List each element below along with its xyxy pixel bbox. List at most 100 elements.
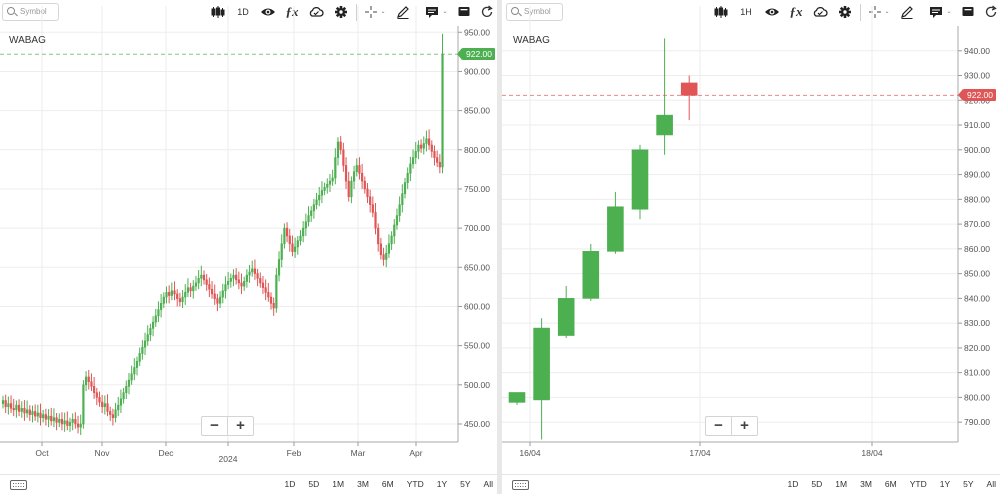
candle-body [318, 194, 321, 201]
cloud-save-icon[interactable] [812, 4, 828, 20]
candle-body [342, 149, 345, 166]
candlestick-icon[interactable] [211, 4, 225, 20]
interval-selector[interactable]: 1H [740, 7, 752, 17]
candle [508, 392, 526, 405]
candle [256, 268, 259, 287]
range-button-6m[interactable]: 6M [884, 479, 897, 489]
chevron-down-icon[interactable]: ⌄ [884, 9, 890, 15]
panel-divider[interactable] [497, 0, 502, 494]
range-button-ytd[interactable]: YTD [406, 479, 424, 489]
range-button-1y[interactable]: 1Y [939, 479, 951, 489]
candlestick-chart-hourly[interactable]: 790.00 800.00 810.00 820.00 830.00 840.00 850.… [502, 6, 1000, 474]
candle-body [656, 114, 673, 136]
range-button-1m[interactable]: 1M [835, 479, 848, 489]
candle-body [267, 292, 270, 298]
candle [151, 316, 155, 337]
indicators-fx-icon[interactable]: ƒx [789, 4, 803, 19]
candle [366, 183, 369, 204]
candle [414, 141, 417, 164]
candle-body [98, 397, 101, 403]
y-tick-label: 800.00 [464, 145, 490, 155]
range-button-3m[interactable]: 3M [357, 479, 369, 489]
y-tick-label: 930.00 [964, 71, 990, 81]
keyboard-icon[interactable] [512, 480, 529, 490]
candlestick-icon[interactable] [714, 4, 728, 20]
symbol-search-input[interactable]: Symbol [506, 3, 563, 21]
range-button-all[interactable]: All [986, 479, 996, 489]
range-button-all[interactable]: All [483, 479, 493, 489]
candle [261, 275, 265, 294]
search-icon [7, 7, 15, 15]
zoom-out-button[interactable]: − [706, 417, 732, 435]
candle [101, 394, 104, 414]
candle [312, 198, 315, 219]
range-button-5d[interactable]: 5D [308, 479, 320, 489]
range-button-5y[interactable]: 5Y [963, 479, 974, 489]
zoom-in-button[interactable]: + [236, 417, 245, 434]
y-tick-label: 900.00 [964, 145, 990, 155]
refresh-icon[interactable] [480, 4, 494, 20]
candlestick-chart-daily[interactable]: 450.00 500.00 550.00 600.00 650.00 700.00 750.… [0, 6, 497, 474]
candle [149, 323, 152, 341]
candle-body [101, 401, 104, 408]
range-button-5d[interactable]: 5D [811, 479, 823, 489]
eye-icon[interactable] [260, 4, 276, 20]
range-button-1d[interactable]: 1D [284, 479, 296, 489]
chart-symbol-title: WABAG [513, 35, 550, 46]
candle-body [307, 215, 310, 223]
candle [39, 403, 42, 426]
gear-icon[interactable] [838, 4, 852, 20]
candle [377, 223, 380, 252]
candle [411, 149, 415, 169]
interval-selector[interactable]: 1D [237, 7, 249, 17]
fullscreen-icon[interactable] [457, 4, 471, 20]
zoom-out-button[interactable]: − [202, 417, 228, 435]
candle-body [192, 285, 195, 292]
range-button-1m[interactable]: 1M [332, 479, 345, 489]
candle [31, 405, 34, 423]
candle-body [149, 328, 152, 335]
cloud-save-icon[interactable] [308, 4, 324, 20]
candle [237, 271, 240, 290]
range-button-6m[interactable]: 6M [381, 479, 394, 489]
fullscreen-icon[interactable] [961, 4, 975, 20]
indicators-fx-icon[interactable]: ƒx [285, 4, 299, 19]
pencil-draw-icon[interactable] [396, 4, 410, 20]
candle-body [28, 409, 31, 415]
candle [55, 413, 58, 431]
eye-icon[interactable] [764, 4, 780, 20]
comment-icon[interactable] [425, 4, 439, 20]
candle-body [117, 404, 120, 411]
range-button-1y[interactable]: 1Y [436, 479, 448, 489]
range-button-3m[interactable]: 3M [860, 479, 872, 489]
chevron-down-icon[interactable]: ⌄ [946, 9, 952, 15]
candle [387, 234, 391, 258]
symbol-search-input[interactable]: Symbol [2, 3, 59, 21]
crosshair-icon[interactable] [364, 4, 378, 20]
crosshair-icon[interactable] [868, 4, 882, 20]
candle [433, 145, 436, 166]
zoom-in-button[interactable]: + [740, 417, 749, 434]
range-button-ytd[interactable]: YTD [909, 479, 927, 489]
candle [371, 196, 374, 218]
refresh-icon[interactable] [984, 4, 998, 20]
y-tick-label: 860.00 [964, 244, 990, 254]
chart-canvas-right[interactable]: 790.00 800.00 810.00 820.00 830.00 840.00 850.… [502, 6, 1000, 474]
pencil-draw-icon[interactable] [900, 4, 914, 20]
candle-body [87, 376, 90, 382]
range-button-1d[interactable]: 1D [787, 479, 799, 489]
candle-body [253, 268, 257, 274]
candle [248, 264, 251, 283]
comment-icon[interactable] [929, 4, 943, 20]
gear-icon[interactable] [334, 4, 348, 20]
chevron-down-icon[interactable]: ⌄ [442, 9, 448, 15]
chart-canvas-left[interactable]: 450.00 500.00 550.00 600.00 650.00 700.00 750.… [0, 6, 497, 474]
x-tick-label: 18/04 [861, 448, 883, 458]
candle [84, 371, 88, 392]
chevron-down-icon[interactable]: ⌄ [380, 9, 386, 15]
x-tick-label: Apr [409, 448, 422, 458]
keyboard-icon[interactable] [10, 480, 27, 490]
candle-body [350, 180, 353, 198]
range-button-5y[interactable]: 5Y [460, 479, 471, 489]
candle-body [395, 215, 399, 226]
